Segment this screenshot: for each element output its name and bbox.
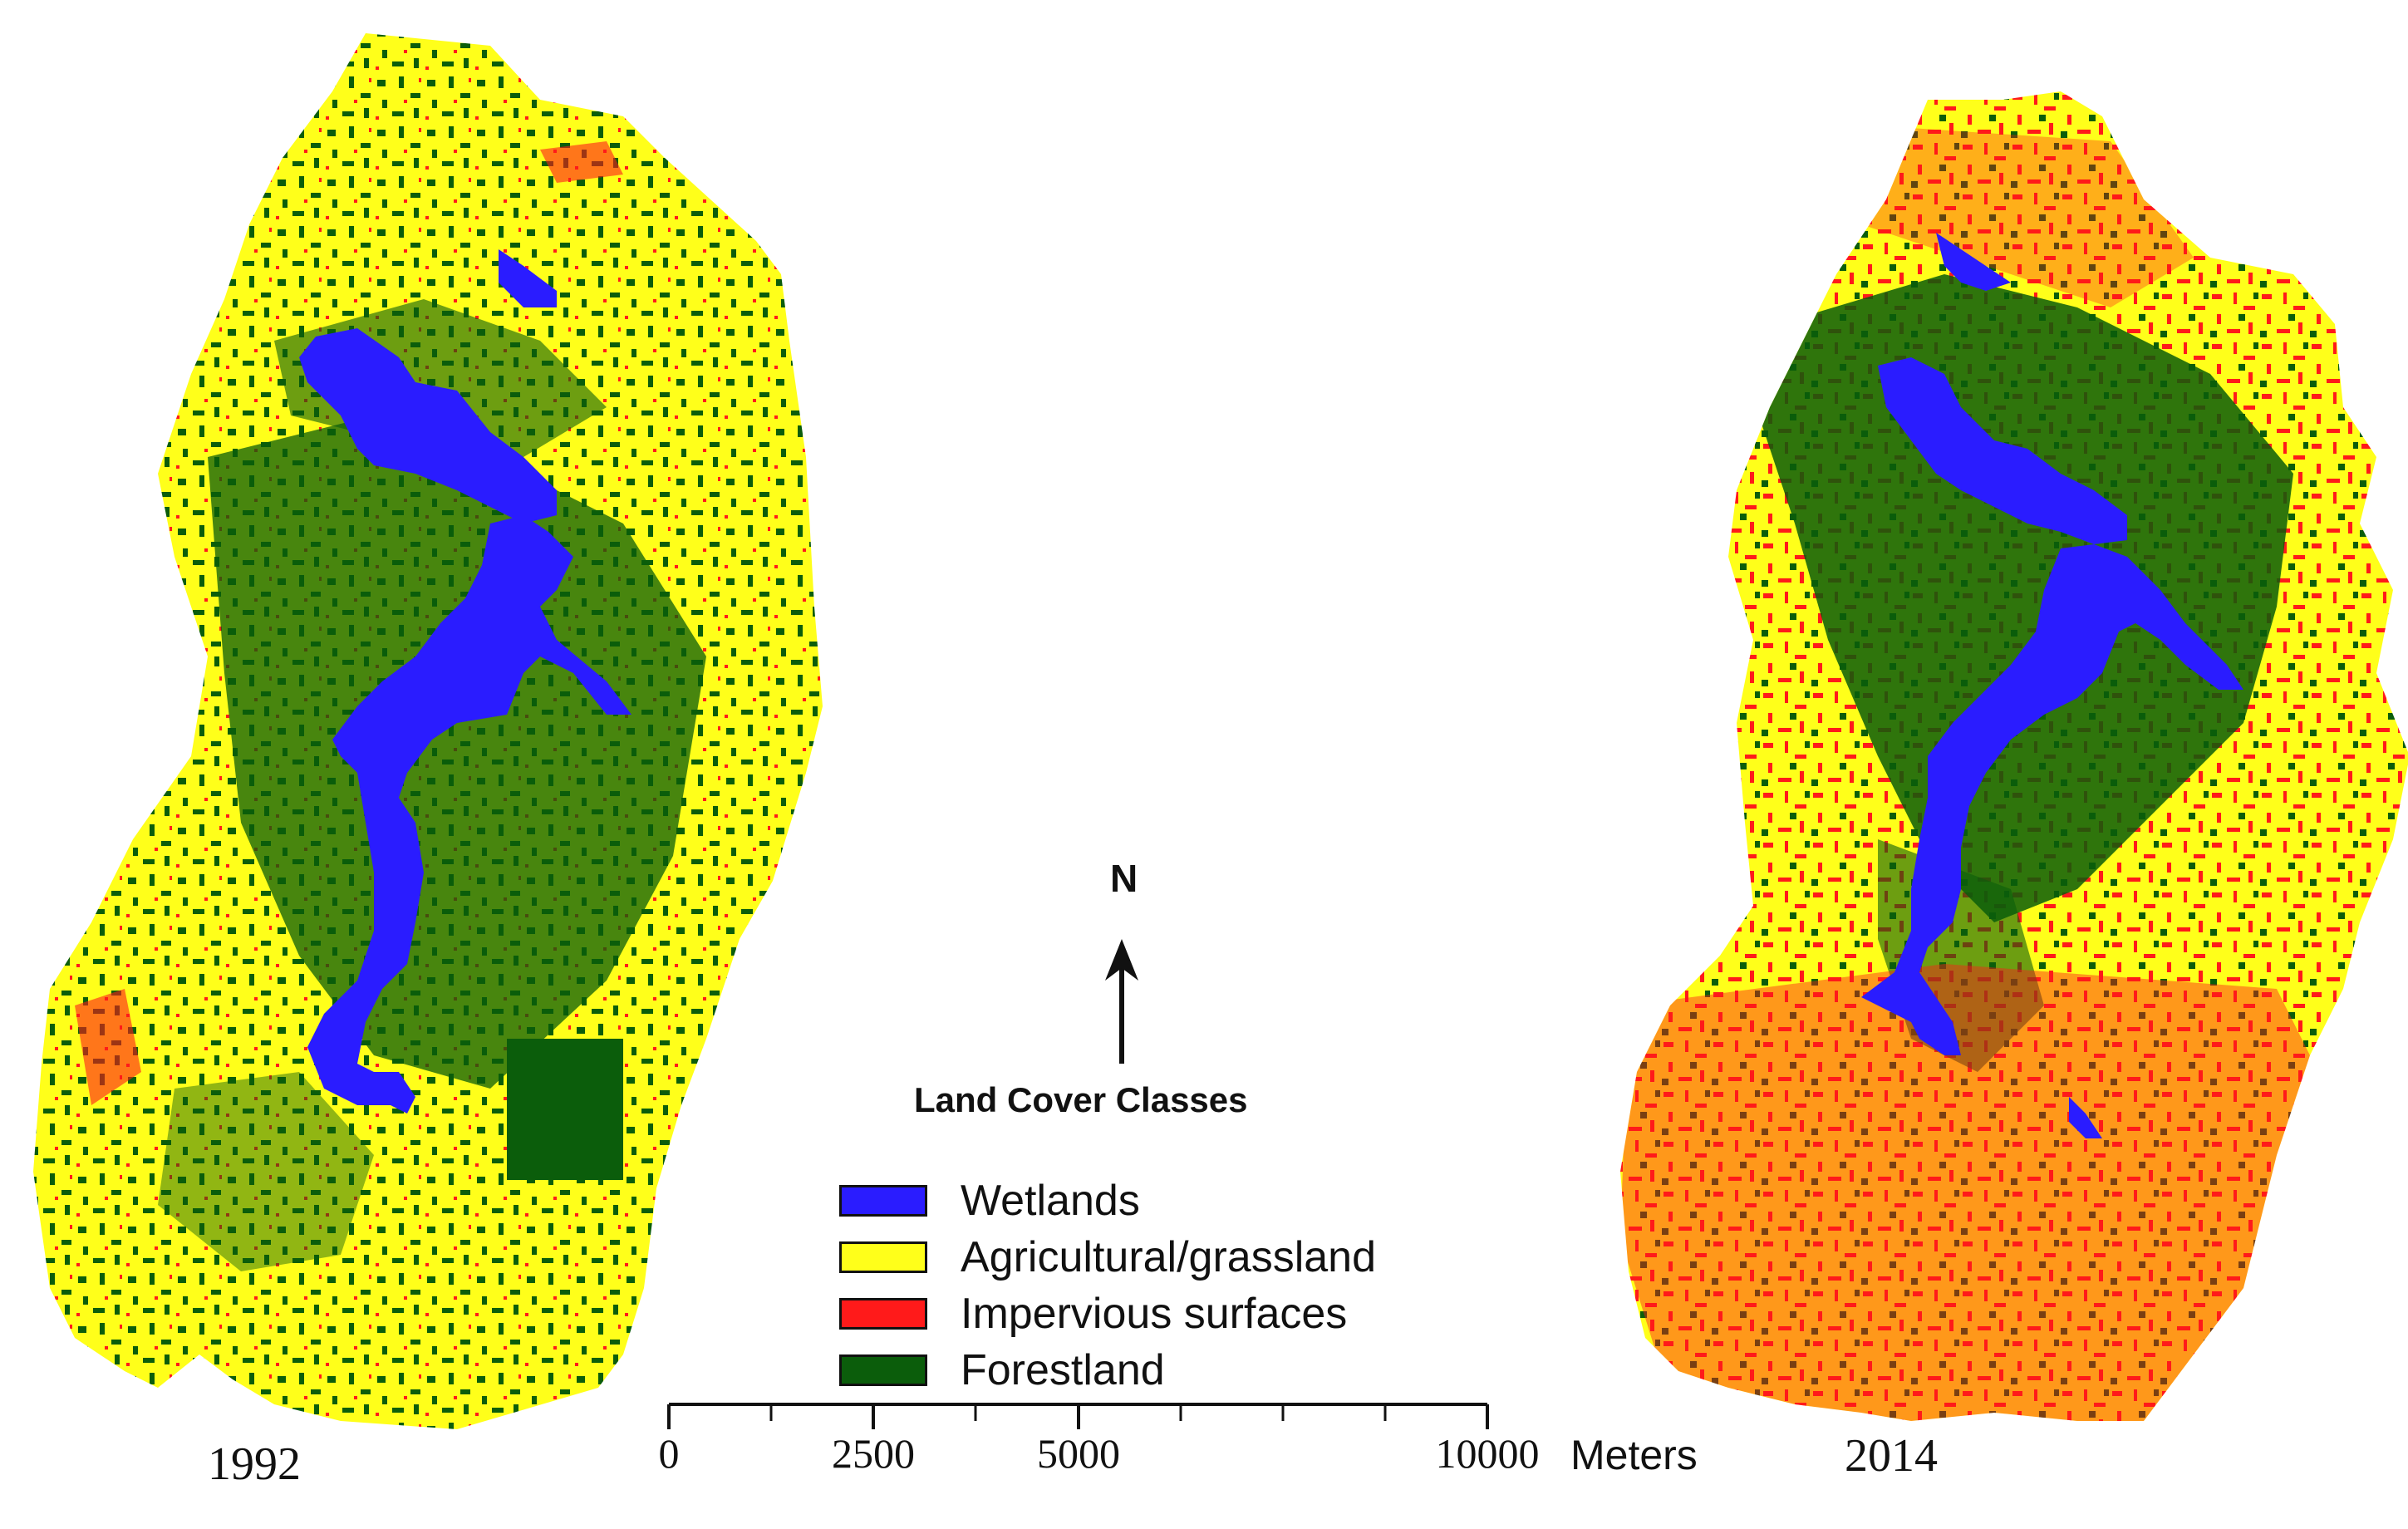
scale-unit: Meters [1570, 1432, 1698, 1478]
legend-swatch [839, 1298, 927, 1330]
scale-label-0: 0 [658, 1430, 680, 1477]
scale-bar [667, 1403, 1489, 1429]
legend-swatch [839, 1185, 927, 1217]
legend-item-wetlands: Wetlands [839, 1176, 1140, 1226]
wetland-reservoir-2014 [1861, 233, 2243, 1138]
legend-item-forestland: Forestland [839, 1345, 1165, 1395]
legend-label: Impervious surfaces [961, 1290, 1348, 1338]
legend-swatch [839, 1241, 927, 1273]
legend-label: Wetlands [961, 1177, 1140, 1225]
legend-swatch [839, 1354, 927, 1386]
land-cover-map-2014 [1620, 91, 2408, 1421]
scale-label-10000: 10000 [1435, 1430, 1540, 1477]
year-label-1992: 1992 [208, 1438, 301, 1490]
legend-label: Forestland [961, 1346, 1165, 1394]
north-arrow-icon [1105, 939, 1138, 1064]
legend-item-impervious-surfaces: Impervious surfaces [839, 1289, 1347, 1339]
legend-title: Land Cover Classes [914, 1080, 1248, 1119]
year-label-2014: 2014 [1845, 1430, 1938, 1482]
scale-label-2500: 2500 [832, 1430, 915, 1477]
legend-label: Agricultural/grassland [961, 1233, 1377, 1281]
wetland-reservoir-1992 [299, 249, 631, 1114]
scale-label-5000: 5000 [1037, 1430, 1120, 1477]
land-cover-map-1992 [33, 33, 823, 1429]
legend-item-agricultural-grassland: Agricultural/grassland [839, 1232, 1376, 1282]
north-label: N [1110, 857, 1138, 900]
